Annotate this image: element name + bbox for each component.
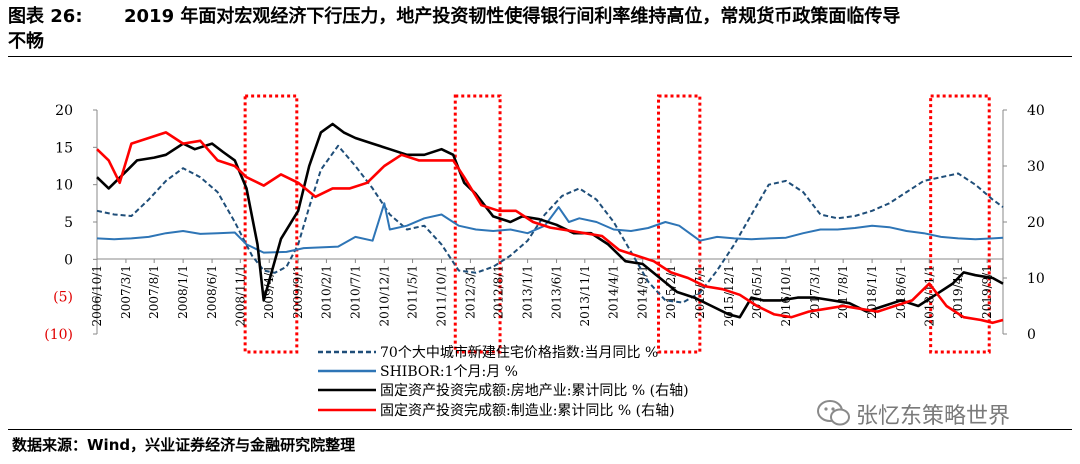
x-tick-label: 2016/5/1 [750, 265, 764, 319]
x-tick-label: 2010/2/1 [319, 265, 333, 319]
highlight-period-1 [243, 94, 299, 354]
left-tick-label: 20 [55, 103, 73, 119]
left-tick-label: 5 [64, 215, 73, 231]
x-tick-label: 2010/12/1 [377, 265, 391, 327]
series-line-1 [96, 144, 1004, 304]
x-tick-label: 2014/4/1 [607, 265, 621, 319]
x-tick-label: 2007/8/1 [147, 265, 161, 319]
x-tick-label: 2018/11/1 [922, 265, 936, 327]
highlight-period-3 [657, 94, 702, 354]
x-tick-label: 2018/1/1 [865, 265, 879, 319]
x-tick-label: 2009/4/1 [262, 265, 276, 319]
x-tick-label: 2014/9/1 [636, 265, 650, 319]
title-line-1: 图表 26: 2019 年面对宏观经济下行压力，地产投资韧性使得银行间利率维持高位… [8, 4, 1072, 29]
x-tick-label: 2016/10/1 [779, 265, 793, 327]
right-tick-label: 40 [1027, 103, 1045, 119]
wechat-icon [817, 400, 850, 426]
legend-label-2: SHIBOR:1个月:月 % [380, 364, 518, 380]
x-tick-label: 2012/3/1 [463, 265, 477, 319]
legend-label-3: 固定资产投资完成额:房地产业:累计同比 % (右轴) [380, 383, 689, 399]
series-line-2 [96, 202, 1004, 254]
left-tick-label: (5) [53, 290, 73, 306]
x-tick-label: 2008/6/1 [205, 265, 219, 319]
x-tick-label: 2017/8/1 [836, 265, 850, 319]
left-tick-label: 15 [55, 140, 73, 156]
x-tick-label: 2011/10/1 [434, 265, 448, 327]
x-tick-label: 2012/8/1 [492, 265, 506, 319]
x-tick-label: 2009/9/1 [291, 265, 305, 319]
source-rule [8, 429, 1072, 430]
x-tick-label: 2013/11/1 [578, 265, 592, 327]
x-tick-label: 2011/5/1 [406, 265, 420, 319]
x-tick-label: 2018/6/1 [894, 265, 908, 319]
legend-label-1: 70个大中城市新建住宅价格指数:当月同比 % [380, 344, 658, 361]
title-line-2: 不畅 [8, 31, 44, 52]
x-tick-label: 2013/6/1 [550, 265, 564, 319]
figure-title: 图表 26: 2019 年面对宏观经济下行压力，地产投资韧性使得银行间利率维持高位… [8, 4, 1072, 54]
data-source: 数据来源：Wind，兴业证券经济与金融研究院整理 [12, 436, 356, 454]
x-tick-label: 2019/4/1 [951, 265, 965, 319]
x-tick-label: 2008/1/1 [176, 265, 190, 319]
watermark: 张忆东策略世界 [816, 396, 1056, 430]
x-tick-label: 2007/3/1 [119, 265, 133, 319]
left-tick-label: 0 [64, 252, 73, 268]
right-tick-label: 30 [1027, 159, 1045, 175]
legend-label-4: 固定资产投资完成额:制造业:累计同比 % (右轴) [380, 403, 675, 419]
right-tick-label: 10 [1027, 271, 1045, 287]
title-rule [8, 56, 1072, 57]
x-tick-label: 2010/7/1 [348, 265, 362, 319]
series-line-3 [96, 122, 1004, 319]
left-tick-label: 10 [55, 178, 73, 194]
x-tick-label: 2015/2/1 [664, 265, 678, 319]
x-tick-label: 2013/1/1 [521, 265, 535, 319]
series-line-4 [96, 131, 1004, 325]
x-tick-label: 2017/3/1 [808, 265, 822, 319]
watermark-text: 张忆东策略世界 [856, 404, 1011, 429]
right-tick-label: 0 [1027, 327, 1036, 343]
left-tick-label: (10) [44, 327, 73, 343]
x-tick-label: 2019/9/1 [980, 265, 994, 319]
right-tick-label: 20 [1027, 215, 1045, 231]
title-text: 2019 年面对宏观经济下行压力，地产投资韧性使得银行间利率维持高位，常规货币政… [124, 6, 901, 27]
figure-label: 图表 26: [8, 6, 83, 27]
x-tick-label: 2006/10/1 [90, 265, 104, 327]
x-tick-label: 2008/11/1 [233, 265, 247, 327]
highlight-period-4 [929, 94, 991, 354]
x-tick-label: 2015/12/1 [722, 265, 736, 327]
